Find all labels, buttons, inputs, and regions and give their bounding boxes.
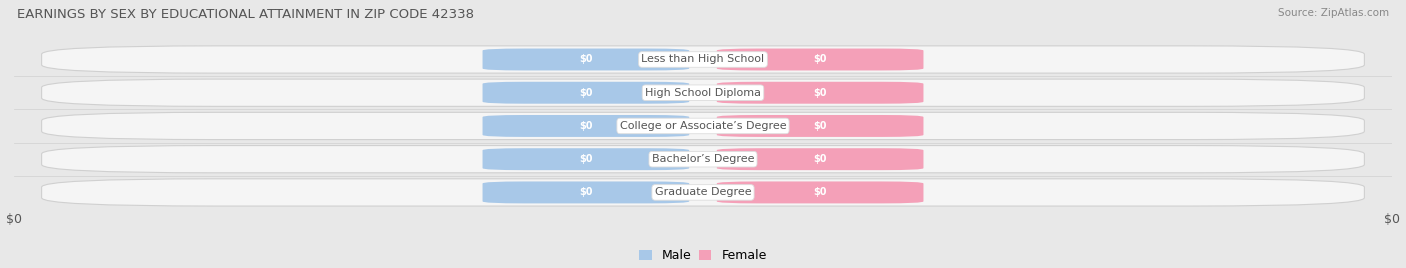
FancyBboxPatch shape <box>482 82 689 104</box>
Text: $0: $0 <box>813 54 827 65</box>
FancyBboxPatch shape <box>482 115 689 137</box>
FancyBboxPatch shape <box>717 49 924 70</box>
FancyBboxPatch shape <box>717 181 924 203</box>
FancyBboxPatch shape <box>717 115 924 137</box>
FancyBboxPatch shape <box>482 148 689 170</box>
FancyBboxPatch shape <box>482 181 689 203</box>
Text: $0: $0 <box>579 121 593 131</box>
Text: Graduate Degree: Graduate Degree <box>655 187 751 198</box>
Text: Less than High School: Less than High School <box>641 54 765 65</box>
Text: $0: $0 <box>579 88 593 98</box>
FancyBboxPatch shape <box>42 46 1364 73</box>
Text: $0: $0 <box>813 88 827 98</box>
Text: $0: $0 <box>579 187 593 198</box>
FancyBboxPatch shape <box>42 146 1364 173</box>
Legend: Male, Female: Male, Female <box>636 245 770 266</box>
FancyBboxPatch shape <box>482 49 689 70</box>
FancyBboxPatch shape <box>42 112 1364 140</box>
FancyBboxPatch shape <box>717 82 924 104</box>
Text: $0: $0 <box>813 121 827 131</box>
Text: Source: ZipAtlas.com: Source: ZipAtlas.com <box>1278 8 1389 18</box>
FancyBboxPatch shape <box>717 148 924 170</box>
Text: $0: $0 <box>579 154 593 164</box>
FancyBboxPatch shape <box>42 179 1364 206</box>
Text: Bachelor’s Degree: Bachelor’s Degree <box>652 154 754 164</box>
Text: EARNINGS BY SEX BY EDUCATIONAL ATTAINMENT IN ZIP CODE 42338: EARNINGS BY SEX BY EDUCATIONAL ATTAINMEN… <box>17 8 474 21</box>
Text: $0: $0 <box>579 54 593 65</box>
FancyBboxPatch shape <box>42 79 1364 106</box>
Text: College or Associate’s Degree: College or Associate’s Degree <box>620 121 786 131</box>
Text: High School Diploma: High School Diploma <box>645 88 761 98</box>
Text: $0: $0 <box>813 154 827 164</box>
Text: $0: $0 <box>813 187 827 198</box>
